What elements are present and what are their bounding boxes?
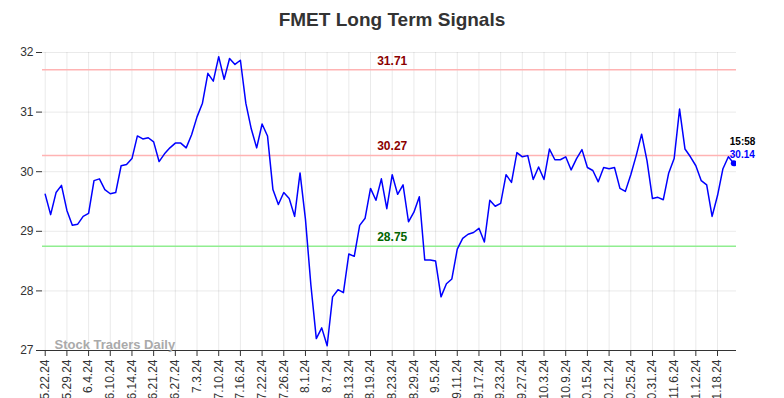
svg-text:9.27.24: 9.27.24 [515,359,529,398]
svg-text:10.15.24: 10.15.24 [580,359,594,398]
svg-text:11.12.24: 11.12.24 [689,359,703,398]
svg-text:30.14: 30.14 [730,149,755,160]
svg-text:9.5.24: 9.5.24 [428,359,442,393]
svg-text:5.29.24: 5.29.24 [60,359,74,398]
svg-text:30: 30 [20,165,34,179]
svg-text:8.29.24: 8.29.24 [407,359,421,398]
svg-text:7.16.24: 7.16.24 [233,359,247,398]
svg-text:7.10.24: 7.10.24 [212,359,226,398]
svg-text:10.31.24: 10.31.24 [645,359,659,398]
svg-text:11.6.24: 11.6.24 [667,359,681,398]
svg-text:6.14.24: 6.14.24 [125,359,139,398]
svg-text:6.10.24: 6.10.24 [103,359,117,398]
svg-text:6.21.24: 6.21.24 [146,359,160,398]
svg-text:8.1.24: 8.1.24 [298,359,312,393]
svg-text:7.22.24: 7.22.24 [255,359,269,398]
svg-text:6.27.24: 6.27.24 [168,359,182,398]
svg-text:6.4.24: 6.4.24 [81,359,95,393]
svg-text:10.3.24: 10.3.24 [537,359,551,398]
svg-text:10.9.24: 10.9.24 [559,359,573,398]
svg-text:Stock Traders Daily: Stock Traders Daily [55,337,176,352]
svg-text:9.23.24: 9.23.24 [493,359,507,398]
svg-text:9.11.24: 9.11.24 [450,359,464,398]
svg-text:28.75: 28.75 [377,230,407,244]
svg-text:10.21.24: 10.21.24 [602,359,616,398]
svg-text:8.23.24: 8.23.24 [385,359,399,398]
svg-text:10.25.24: 10.25.24 [624,359,638,398]
svg-text:5.22.24: 5.22.24 [38,359,52,398]
svg-text:7.26.24: 7.26.24 [277,359,291,398]
svg-text:30.27: 30.27 [377,139,407,153]
svg-text:11.18.24: 11.18.24 [710,359,724,398]
svg-text:31: 31 [20,105,34,119]
svg-text:27: 27 [20,343,34,357]
svg-text:29: 29 [20,224,34,238]
svg-text:8.19.24: 8.19.24 [363,359,377,398]
svg-text:9.17.24: 9.17.24 [472,359,486,398]
svg-text:15:58: 15:58 [730,136,756,147]
svg-text:31.71: 31.71 [377,54,407,68]
svg-text:32: 32 [20,45,34,59]
svg-text:8.7.24: 8.7.24 [320,359,334,393]
svg-text:28: 28 [20,284,34,298]
svg-text:8.13.24: 8.13.24 [342,359,356,398]
html-text:FMET Long Term Signals: FMET Long Term Signals [278,9,506,30]
svg-text:7.3.24: 7.3.24 [190,359,204,393]
